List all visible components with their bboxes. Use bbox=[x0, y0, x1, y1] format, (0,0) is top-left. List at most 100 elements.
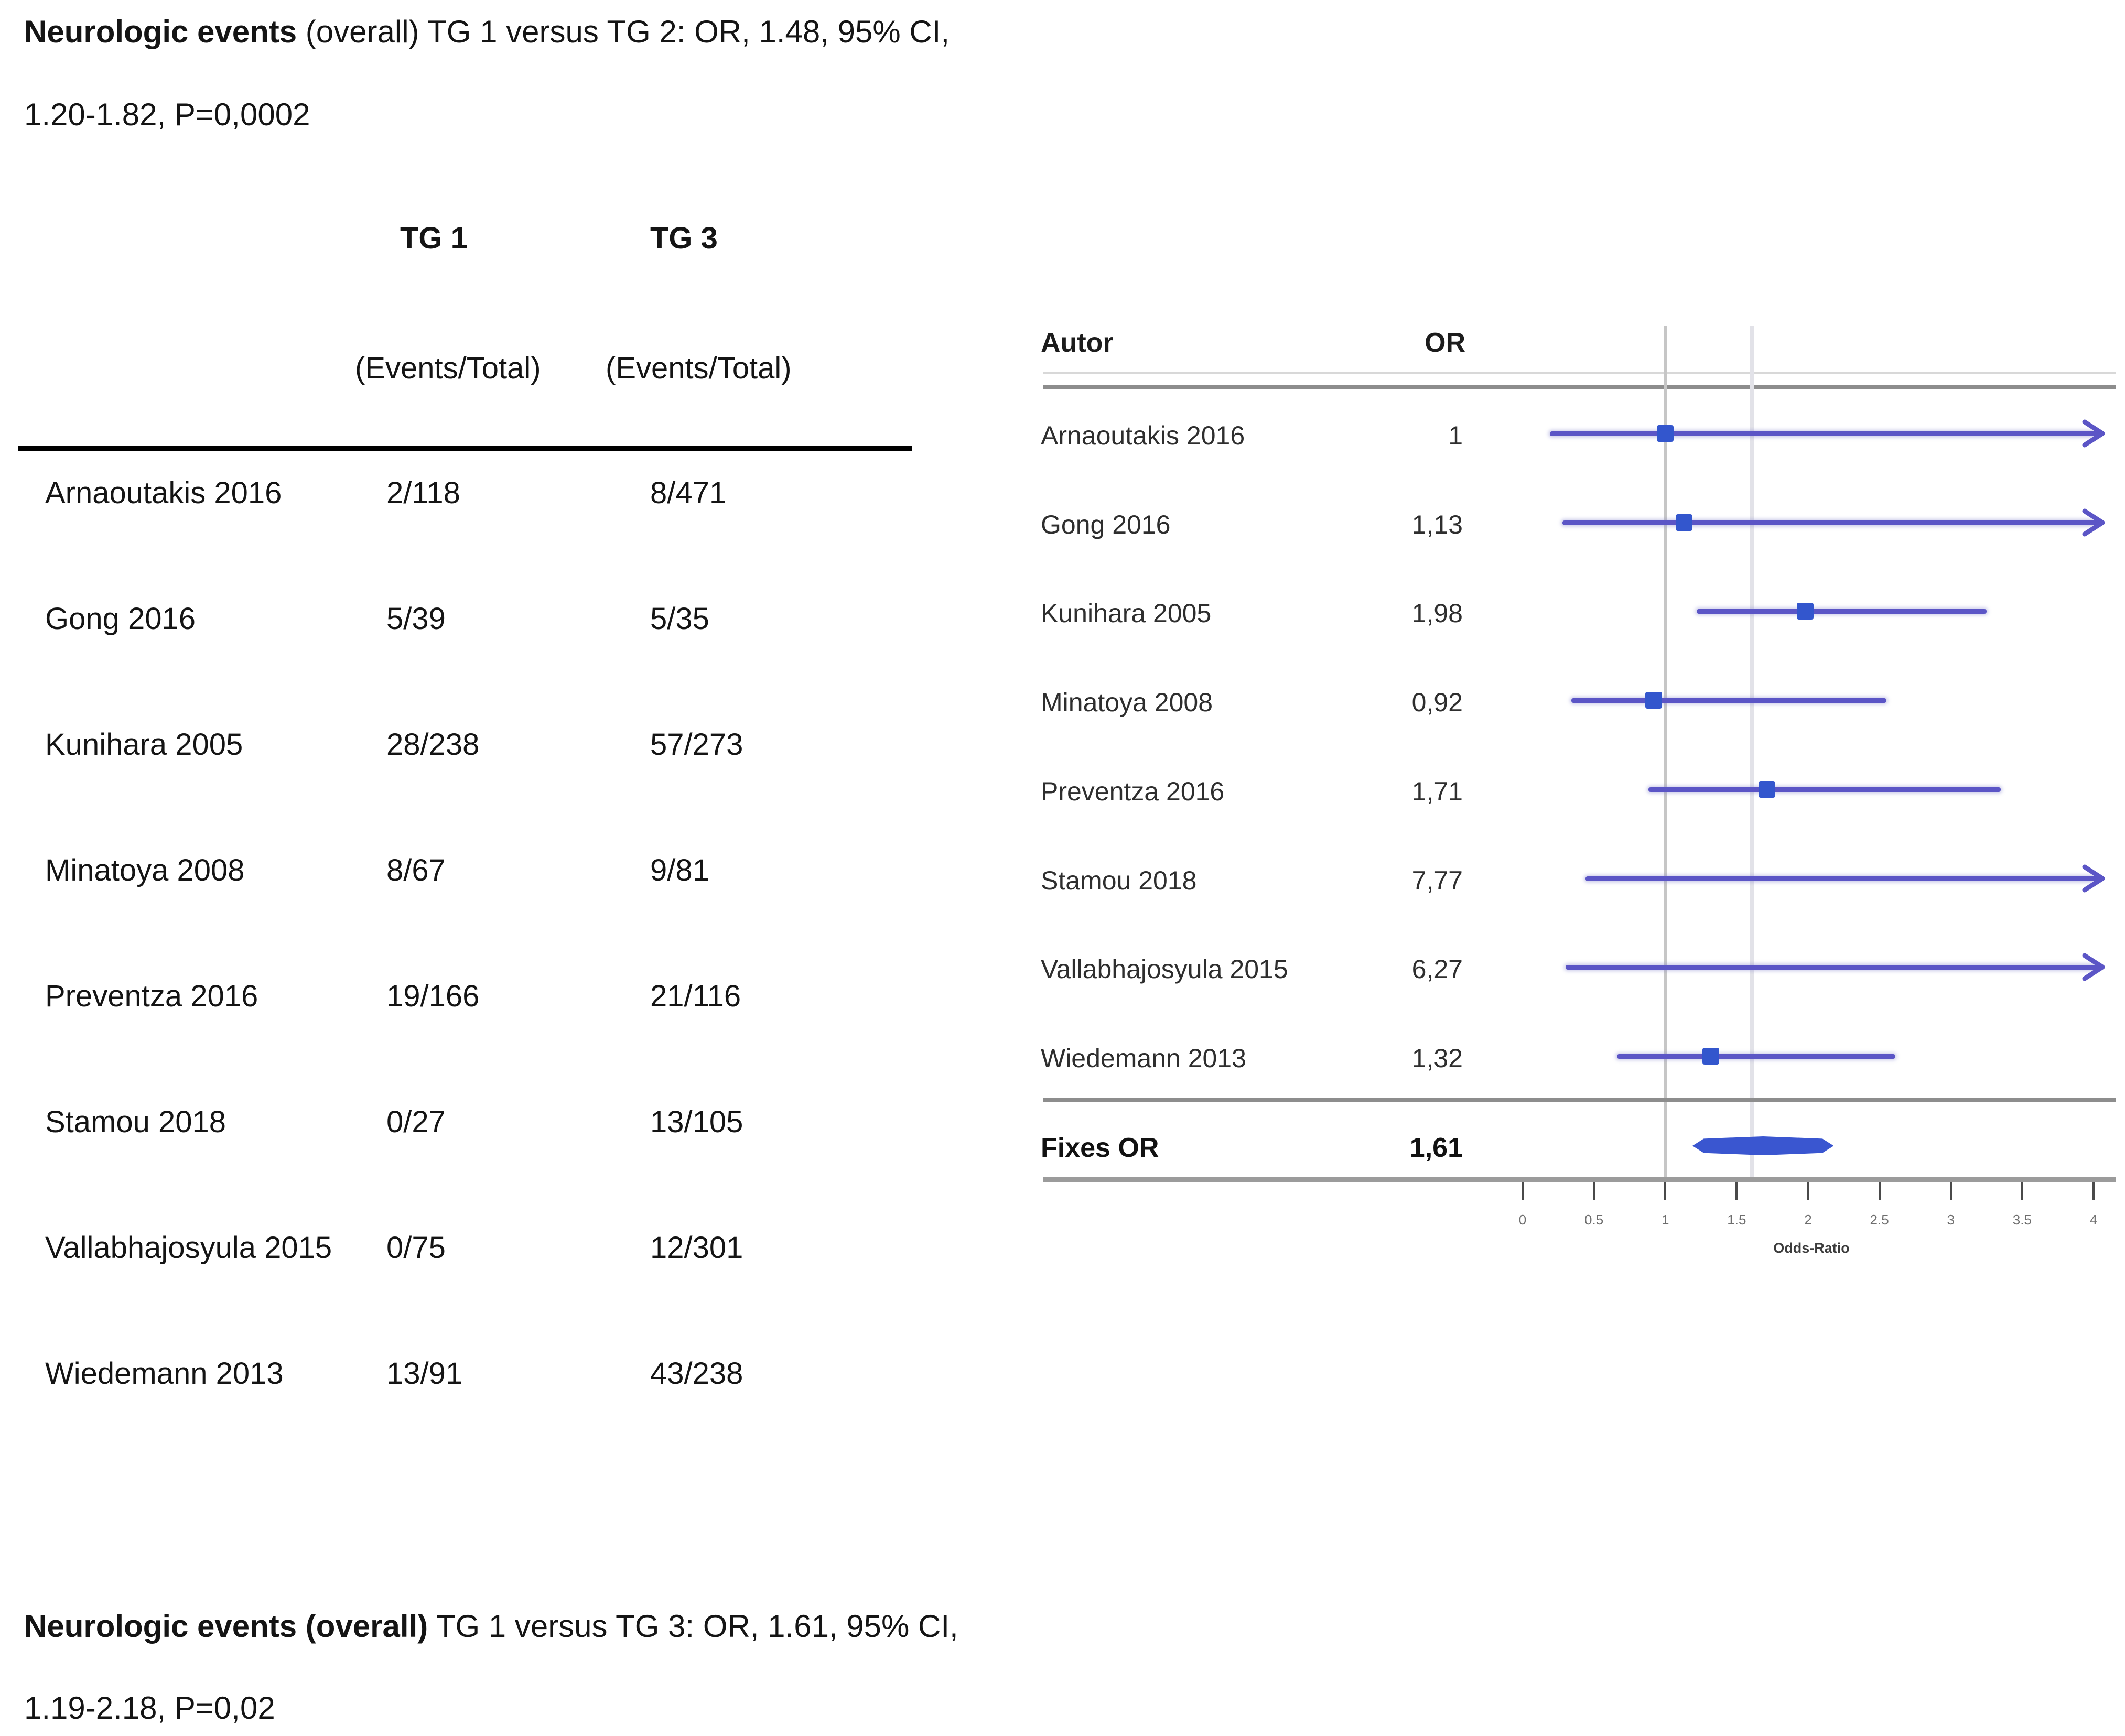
table-cell-tg3: 57/273 bbox=[650, 728, 743, 762]
forest-row-author: Vallabhajosyula 2015 bbox=[1041, 954, 1288, 984]
confidence-interval-line bbox=[1616, 1054, 1895, 1059]
forest-summary-label: Fixes OR bbox=[1041, 1133, 1159, 1163]
table-cell-tg1: 0/27 bbox=[386, 1105, 446, 1139]
forest-summary-or-value: 1,61 bbox=[1409, 1133, 1463, 1163]
axis-tick-label: 1.5 bbox=[1727, 1212, 1746, 1228]
table-cell-tg3: 5/35 bbox=[650, 602, 709, 636]
table-cell-study: Minatoya 2008 bbox=[45, 853, 245, 887]
forest-row-author: Gong 2016 bbox=[1041, 510, 1171, 539]
forest-header-rule-light bbox=[1043, 372, 2116, 374]
table-cell-tg1: 28/238 bbox=[386, 728, 480, 762]
odds-ratio-marker bbox=[1758, 781, 1775, 798]
table-cell-tg3: 9/81 bbox=[650, 853, 709, 887]
confidence-interval-line bbox=[1648, 787, 2001, 792]
confidence-interval-line bbox=[1549, 431, 2098, 436]
axis-tick bbox=[1807, 1182, 1809, 1200]
axis-tick bbox=[1522, 1182, 1524, 1200]
odds-ratio-marker bbox=[1702, 1048, 1720, 1065]
table-cell-study: Gong 2016 bbox=[45, 602, 196, 636]
forest-row-author: Stamou 2018 bbox=[1041, 866, 1197, 895]
table-cell-tg1: 2/118 bbox=[386, 476, 460, 510]
forest-header-or: OR bbox=[1425, 328, 1465, 358]
caption-bottom-line1: Neurologic events (overall) TG 1 versus … bbox=[24, 1608, 958, 1644]
confidence-interval-line bbox=[1697, 609, 1987, 614]
axis-tick-label: 2.5 bbox=[1870, 1212, 1889, 1228]
forest-header-author: Autor bbox=[1041, 328, 1114, 358]
forest-row-or-value: 7,77 bbox=[1411, 866, 1463, 895]
axis-tick bbox=[2092, 1182, 2095, 1200]
forest-row-author: Arnaoutakis 2016 bbox=[1041, 421, 1245, 450]
arrow-right-icon bbox=[2080, 507, 2108, 541]
arrow-right-icon bbox=[2080, 418, 2108, 452]
table-cell-study: Wiedemann 2013 bbox=[45, 1357, 284, 1391]
axis-tick-label: 0.5 bbox=[1584, 1212, 1604, 1228]
axis-label: Odds-Ratio bbox=[1773, 1240, 1850, 1256]
table-cell-tg3: 13/105 bbox=[650, 1105, 743, 1139]
confidence-interval-line bbox=[1585, 876, 2098, 881]
table-cell-study: Stamou 2018 bbox=[45, 1105, 226, 1139]
odds-ratio-marker bbox=[1645, 692, 1663, 709]
forest-row-author: Preventza 2016 bbox=[1041, 777, 1225, 806]
table-header-tg3: TG 3 bbox=[650, 221, 718, 255]
axis-tick bbox=[2021, 1182, 2023, 1200]
forest-row-author: Kunihara 2005 bbox=[1041, 599, 1212, 628]
axis-tick-label: 3.5 bbox=[2012, 1212, 2032, 1228]
forest-row-or-value: 1,32 bbox=[1411, 1044, 1463, 1073]
axis-tick bbox=[1664, 1182, 1667, 1200]
axis-tick-label: 1 bbox=[1662, 1212, 1669, 1228]
summary-diamond bbox=[1692, 1136, 1834, 1155]
axis-tick bbox=[1735, 1182, 1738, 1200]
caption-bottom-bold: Neurologic events (overall) bbox=[24, 1609, 428, 1644]
confidence-interval-line bbox=[1565, 965, 2098, 970]
caption-top-rest: (overall) TG 1 versus TG 2: OR, 1.48, 95… bbox=[297, 14, 950, 49]
table-header-tg1: TG 1 bbox=[400, 221, 468, 255]
table-cell-tg3: 43/238 bbox=[650, 1357, 743, 1391]
confidence-interval-line bbox=[1562, 520, 2098, 525]
table-cell-tg1: 13/91 bbox=[386, 1357, 463, 1391]
caption-bottom-line2: 1.19-2.18, P=0,02 bbox=[24, 1690, 275, 1726]
table-cell-tg3: 8/471 bbox=[650, 476, 727, 510]
axis-tick-label: 4 bbox=[2089, 1212, 2098, 1228]
caption-top-line1: Neurologic events (overall) TG 1 versus … bbox=[24, 14, 950, 50]
caption-top-line2: 1.20-1.82, P=0,0002 bbox=[24, 97, 310, 132]
caption-bottom-rest: TG 1 versus TG 3: OR, 1.61, 95% CI, bbox=[428, 1609, 958, 1644]
axis-tick-label: 2 bbox=[1804, 1212, 1812, 1228]
table-subheader-tg3: (Events/Total) bbox=[606, 351, 792, 385]
confidence-interval-line bbox=[1571, 698, 1887, 703]
table-cell-study: Vallabhajosyula 2015 bbox=[45, 1231, 332, 1265]
forest-row-author: Minatoya 2008 bbox=[1041, 688, 1213, 717]
forest-row-or-value: 1,13 bbox=[1411, 510, 1463, 539]
forest-row-or-value: 1 bbox=[1448, 421, 1463, 450]
arrow-right-icon bbox=[2080, 951, 2108, 985]
forest-row-author: Wiedemann 2013 bbox=[1041, 1044, 1246, 1073]
forest-summary-rule bbox=[1043, 1098, 2116, 1102]
axis-rule bbox=[1043, 1177, 2116, 1182]
reference-line-pooled bbox=[1750, 326, 1754, 1181]
reference-line-or1 bbox=[1664, 326, 1667, 1181]
table-cell-tg1: 8/67 bbox=[386, 853, 446, 887]
axis-tick-label: 0 bbox=[1518, 1212, 1527, 1228]
table-cell-tg1: 0/75 bbox=[386, 1231, 446, 1265]
table-cell-study: Kunihara 2005 bbox=[45, 728, 243, 762]
arrow-right-icon bbox=[2080, 863, 2108, 897]
table-subheader-tg1: (Events/Total) bbox=[355, 351, 541, 385]
odds-ratio-marker bbox=[1657, 425, 1674, 442]
table-top-rule bbox=[18, 446, 912, 451]
odds-ratio-marker bbox=[1675, 514, 1692, 531]
forest-header-rule bbox=[1043, 385, 2116, 389]
table-cell-tg3: 12/301 bbox=[650, 1231, 743, 1265]
forest-row-or-value: 0,92 bbox=[1411, 688, 1463, 717]
table-cell-tg1: 5/39 bbox=[386, 602, 446, 636]
forest-row-or-value: 6,27 bbox=[1411, 954, 1463, 984]
table-cell-tg1: 19/166 bbox=[386, 979, 480, 1013]
table-cell-study: Preventza 2016 bbox=[45, 979, 258, 1013]
odds-ratio-marker bbox=[1797, 603, 1814, 620]
axis-tick bbox=[1949, 1182, 1952, 1200]
axis-tick bbox=[1593, 1182, 1595, 1200]
table-cell-tg3: 21/116 bbox=[650, 979, 741, 1013]
forest-row-or-value: 1,71 bbox=[1411, 777, 1463, 806]
table-cell-study: Arnaoutakis 2016 bbox=[45, 476, 282, 510]
caption-top-bold: Neurologic events bbox=[24, 14, 297, 49]
axis-tick bbox=[1878, 1182, 1881, 1200]
